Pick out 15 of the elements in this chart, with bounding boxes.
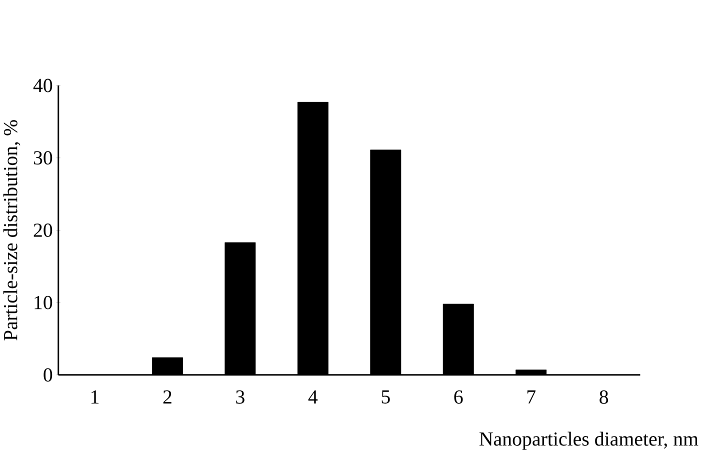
y-tick-label: 30 (34, 150, 52, 164)
y-tick-label: 40 (33, 78, 52, 92)
x-tick-label: 8 (600, 390, 608, 404)
y-axis-title: Particle-size distribution, % (3, 120, 20, 340)
x-tick-label: 1 (92, 390, 99, 404)
x-tick-label: 7 (527, 390, 536, 404)
x-tick-label: 4 (308, 390, 318, 404)
y-tick-label: 0 (44, 368, 52, 382)
x-tick-label: 5 (382, 390, 390, 404)
y-tick-label: 20 (34, 223, 52, 237)
x-axis-title: Nanoparticles diameter, nm (480, 432, 698, 450)
x-tick-label: 6 (454, 390, 463, 404)
y-tick-label: 10 (34, 296, 52, 310)
x-tick-label: 2 (163, 390, 172, 404)
x-tick-label: 3 (236, 390, 244, 404)
